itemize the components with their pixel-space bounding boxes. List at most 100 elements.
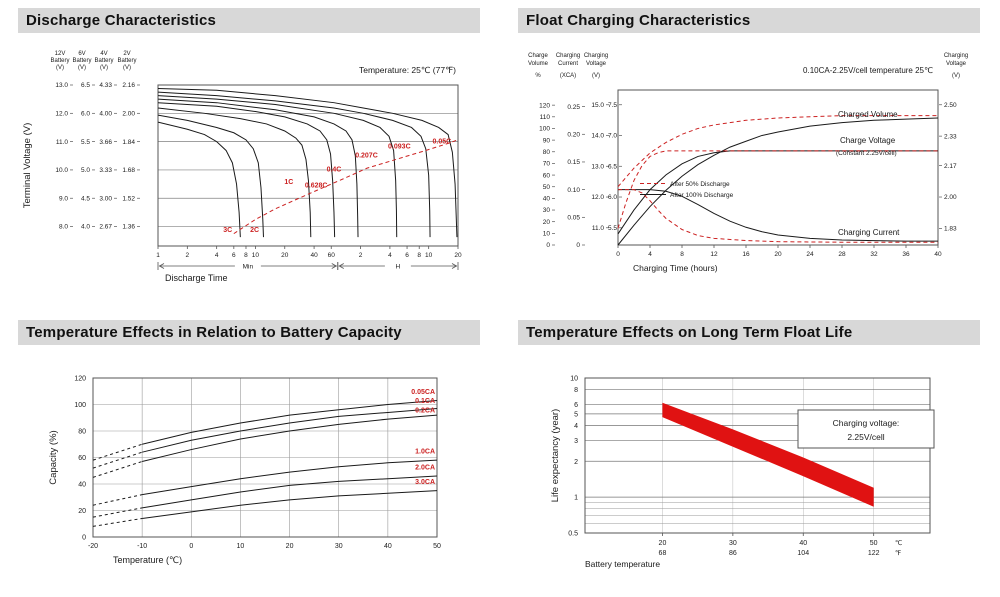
discharge-title-bar: Discharge Characteristics — [18, 8, 480, 33]
voltage-tick: 9.0 — [59, 195, 68, 202]
charging-voltage-6v-tick: 5.5 — [608, 225, 617, 232]
x-axis-title: Discharge Time — [165, 273, 228, 283]
rate-label-2C: 2C — [250, 227, 259, 234]
charging-voltage-12v-tick: 14.0 — [591, 133, 604, 140]
charging-voltage-12v-tick: 15.0 — [591, 102, 604, 109]
charging-voltage-cell-tick: 2.00 — [944, 194, 957, 201]
x-tick: 1 — [156, 252, 160, 259]
annotation-text: 2.25V/cell — [847, 432, 884, 442]
plot-frame — [92, 377, 438, 538]
y-tick: 0.5 — [568, 531, 578, 538]
discharge-curve-0.207C — [157, 95, 398, 238]
float-charging-title-bar: Float Charging Characteristics — [518, 8, 980, 33]
x-tick: 2 — [186, 252, 190, 259]
curve-label: Charged Volume — [838, 110, 898, 119]
y-axis-title: Life expectancy (year) — [550, 409, 561, 502]
y-tick: 0 — [82, 535, 86, 542]
x-axis-title: Battery temperature — [585, 559, 660, 569]
x-tick: 30 — [335, 543, 343, 550]
voltage-tick: 1.52 — [122, 195, 135, 202]
discharge-curve-0.4C — [157, 98, 359, 238]
voltage-tick: 4.00 — [99, 111, 112, 118]
axis-header: Volume — [528, 61, 549, 67]
voltage-tick: 10.0 — [55, 167, 68, 174]
charging-voltage-cell-tick: 2.17 — [944, 163, 957, 170]
voltage-column-header: Battery — [94, 58, 113, 64]
discharge-curve-0.628C — [157, 102, 336, 238]
arrow-head — [331, 263, 338, 269]
charging-current-tick: 0.25 — [567, 104, 580, 111]
cutoff-voltage-line — [233, 139, 458, 235]
float-charging-title: Float Charging Characteristics — [526, 12, 751, 29]
capacity-curve-0.05CA — [142, 400, 438, 445]
x-tick-fahrenheit: 68 — [659, 550, 667, 557]
panel-temp-capacity: Temperature Effects in Relation to Batte… — [18, 320, 480, 575]
x-tick: 4 — [648, 251, 652, 258]
charged-volume-after-50-curve — [617, 115, 938, 188]
rate-label-0.4C: 0.4C — [327, 167, 342, 174]
annotation-text: Charging voltage: — [833, 418, 900, 428]
axis-header: Charging — [584, 53, 608, 59]
charge-volume-tick: 60 — [543, 172, 551, 179]
discharge-chart-svg: 12VBattery(V)13.012.011.010.09.08.06VBat… — [22, 51, 462, 283]
discharge-title: Discharge Characteristics — [26, 12, 217, 29]
plot-frame — [584, 377, 931, 534]
curve-label: Charge Voltage — [840, 136, 896, 145]
charging-voltage-cell-tick: 1.83 — [944, 226, 957, 233]
float-life-band — [662, 402, 874, 507]
x-tick-celsius: 20 — [659, 540, 667, 547]
voltage-column-header: (V) — [123, 65, 131, 71]
y-tick: 100 — [74, 402, 86, 409]
voltage-tick: 3.66 — [99, 139, 112, 146]
curve-label: Charging Current — [838, 228, 900, 237]
panel-discharge: Discharge Characteristics 12V Battery (V) 1… — [18, 8, 480, 295]
y-tick: 40 — [78, 482, 86, 489]
charging-condition-note: 0.10CA-2.25V/cell temperature 25℃ — [803, 66, 933, 75]
voltage-tick: 4.5 — [81, 195, 90, 202]
capacity-curve-3.0CA — [142, 490, 438, 519]
x-tick: 20 — [454, 252, 462, 259]
x-tick-celsius: 40 — [799, 540, 807, 547]
x-tick: 10 — [252, 252, 260, 259]
voltage-column-header: 12V — [55, 51, 66, 57]
section-label: Min — [243, 264, 254, 271]
x-tick: 36 — [902, 251, 910, 258]
x-tick: 4 — [388, 252, 392, 259]
x-axis-title: Charging Time (hours) — [633, 263, 718, 273]
charged-volume-after-100-curve — [617, 117, 939, 246]
temperature-note: Temperature: 25℃ (77℉) — [359, 65, 456, 75]
charge-volume-tick: 20 — [543, 219, 551, 226]
x-tick: 0 — [189, 543, 193, 550]
rate-label-0.207C: 0.207C — [355, 153, 378, 160]
y-tick: 8 — [574, 387, 578, 394]
voltage-tick: 2.00 — [122, 111, 135, 118]
charging-voltage-cell-tick: 2.50 — [944, 102, 957, 109]
panel-float-charging: Float Charging Characteristics Charge Vol… — [518, 8, 980, 279]
x-tick-fahrenheit: 104 — [797, 550, 809, 557]
capacity-label-0.2CA: 0.2CA — [415, 407, 435, 414]
y-tick: 4 — [574, 423, 578, 430]
legend-label: After 50% Discharge — [670, 181, 730, 188]
charging-voltage-6v-tick: 7.5 — [608, 102, 617, 109]
x-tick: 8 — [244, 252, 248, 259]
x-tick: 20 — [281, 252, 289, 259]
y-tick: 10 — [570, 376, 578, 383]
charging-current-after-100-curve — [618, 189, 938, 242]
charging-voltage-6v-tick: 6.5 — [608, 163, 617, 170]
celsius-unit: ℃ — [895, 539, 902, 547]
axis-header: Charging — [556, 53, 580, 59]
capacity-label-2.0CA: 2.0CA — [415, 464, 435, 471]
axis-header: Voltage — [586, 61, 607, 67]
section-label: H — [396, 264, 401, 271]
x-tick: 32 — [870, 251, 878, 258]
axis-header: Charging — [944, 53, 968, 59]
charge-voltage-after-50-curve — [617, 150, 938, 229]
charge-volume-tick: 0 — [546, 242, 550, 249]
charge-voltage-after-100-curve — [617, 150, 938, 235]
charging-voltage-cell-tick: 2.33 — [944, 133, 957, 140]
charging-current-tick: 0.15 — [567, 159, 580, 166]
capacity-curve-dashed-3.0CA — [92, 517, 143, 527]
voltage-tick: 4.0 — [81, 224, 90, 231]
legend-label: After 100% Discharge — [670, 192, 734, 199]
